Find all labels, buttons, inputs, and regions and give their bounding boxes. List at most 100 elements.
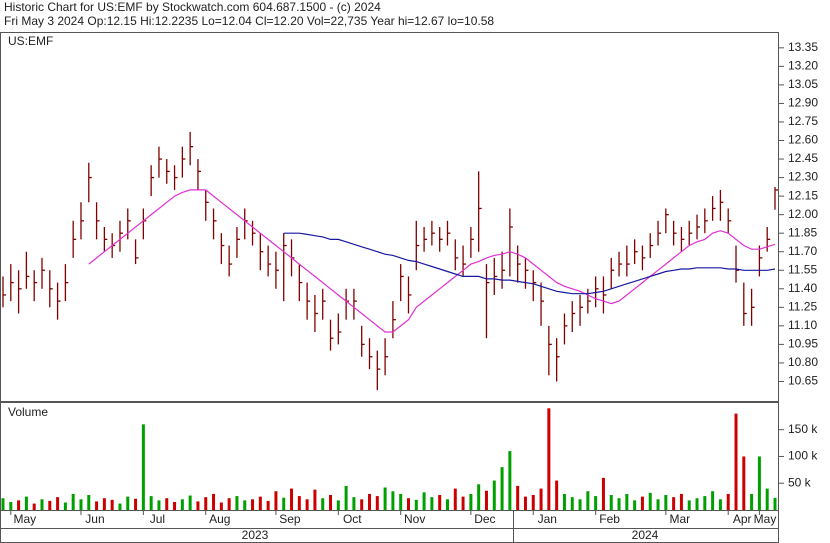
volume-bar — [578, 499, 582, 510]
volume-bar — [157, 500, 161, 510]
y-tick-label: 13.35 — [788, 40, 818, 54]
volume-bar — [633, 500, 637, 510]
volume-bar — [173, 501, 177, 510]
volume-bar — [71, 493, 75, 510]
volume-bar — [266, 500, 270, 510]
volume-bar — [469, 493, 473, 510]
volume-bar — [313, 489, 317, 510]
volume-bar — [414, 499, 418, 510]
volume-panel — [0, 402, 779, 511]
volume-bar — [406, 498, 410, 510]
volume-bar — [165, 498, 169, 510]
volume-bar — [594, 496, 598, 510]
volume-bar — [750, 493, 754, 510]
volume-bar — [9, 501, 13, 510]
volume-bar — [757, 456, 761, 510]
volume-bar — [461, 496, 465, 510]
volume-bar — [204, 497, 208, 510]
volume-bar — [718, 499, 722, 510]
volume-bar — [375, 496, 379, 510]
volume-bar — [586, 491, 590, 510]
year-label: 2024 — [632, 528, 659, 542]
volume-bar — [672, 497, 676, 510]
volume-bar — [118, 503, 122, 510]
volume-bar — [484, 490, 488, 510]
volume-bar — [243, 500, 247, 510]
volume-bar — [695, 498, 699, 510]
y-tick-label: 10.65 — [788, 374, 818, 388]
volume-bar — [516, 485, 520, 510]
volume-bar — [477, 484, 481, 510]
volume-bar — [149, 496, 153, 510]
volume-bar — [95, 501, 99, 510]
volume-bar — [282, 497, 286, 510]
volume-bar — [383, 487, 387, 510]
x-tick-label: Jan — [538, 512, 557, 526]
volume-bar — [212, 493, 216, 510]
volume-bar — [110, 499, 114, 510]
volume-bar — [445, 499, 449, 510]
x-tick-label: Aug — [209, 512, 230, 526]
y-tick-label: 12.00 — [788, 207, 818, 221]
volume-bar — [227, 498, 231, 510]
x-tick-label: Feb — [599, 512, 620, 526]
volume-bar — [648, 492, 652, 510]
volume-bar — [352, 497, 356, 510]
volume-bar — [523, 496, 527, 510]
volume-bar — [360, 499, 364, 510]
volume-bar — [664, 495, 668, 510]
volume-bar — [711, 491, 715, 510]
volume-bar — [773, 497, 777, 510]
volume-bar — [141, 424, 145, 510]
volume-bar — [79, 499, 83, 510]
y-tick-label: 150 k — [788, 422, 818, 436]
volume-bar — [1, 498, 5, 510]
y-tick-label: 12.45 — [788, 151, 818, 165]
volume-bar — [500, 467, 504, 510]
volume-bar — [32, 503, 36, 510]
volume-bar — [336, 500, 340, 510]
y-tick-label: 12.75 — [788, 114, 818, 128]
volume-bar — [87, 495, 91, 510]
price-panel — [0, 32, 779, 402]
volume-bar — [539, 488, 543, 510]
y-tick-label: 11.10 — [788, 318, 817, 332]
moving-average — [88, 189, 776, 333]
volume-bar — [219, 502, 223, 510]
x-tick-label: Nov — [404, 512, 425, 526]
volume-bar — [742, 456, 746, 510]
volume-bar — [399, 493, 403, 510]
volume-bar — [134, 498, 138, 510]
volume-bar — [601, 477, 605, 510]
volume-bar — [48, 500, 52, 510]
volume-bar — [765, 488, 769, 510]
x-tick-label: Dec — [474, 512, 495, 526]
y-tick-label: 11.85 — [788, 225, 817, 239]
volume-bar — [453, 488, 457, 510]
volume-bar — [703, 496, 707, 510]
volume-bar — [305, 499, 309, 510]
volume-bar — [290, 488, 294, 510]
y-tick-label: 12.60 — [788, 133, 818, 147]
volume-bar — [126, 496, 130, 510]
y-tick-label: 11.70 — [788, 244, 817, 258]
y-tick-label: 12.15 — [788, 188, 818, 202]
volume-bar — [391, 491, 395, 510]
volume-bar — [258, 496, 262, 510]
x-tick-label: Mar — [669, 512, 690, 526]
x-tick-label: May — [754, 512, 777, 526]
chart-subtitle: Fri May 3 2024 Op:12.15 Hi:12.2235 Lo=12… — [4, 14, 494, 28]
volume-bar — [531, 495, 535, 510]
y-tick-label: 11.25 — [788, 299, 817, 313]
x-tick-label: Apr — [733, 512, 752, 526]
x-tick-label: Sep — [279, 512, 301, 526]
y-tick-label: 13.20 — [788, 59, 818, 73]
volume-bar — [687, 500, 691, 510]
volume-bar — [734, 413, 738, 510]
volume-bar — [344, 485, 348, 510]
volume-bar — [368, 493, 372, 510]
volume-bar — [297, 496, 301, 510]
volume-bar — [438, 495, 442, 510]
